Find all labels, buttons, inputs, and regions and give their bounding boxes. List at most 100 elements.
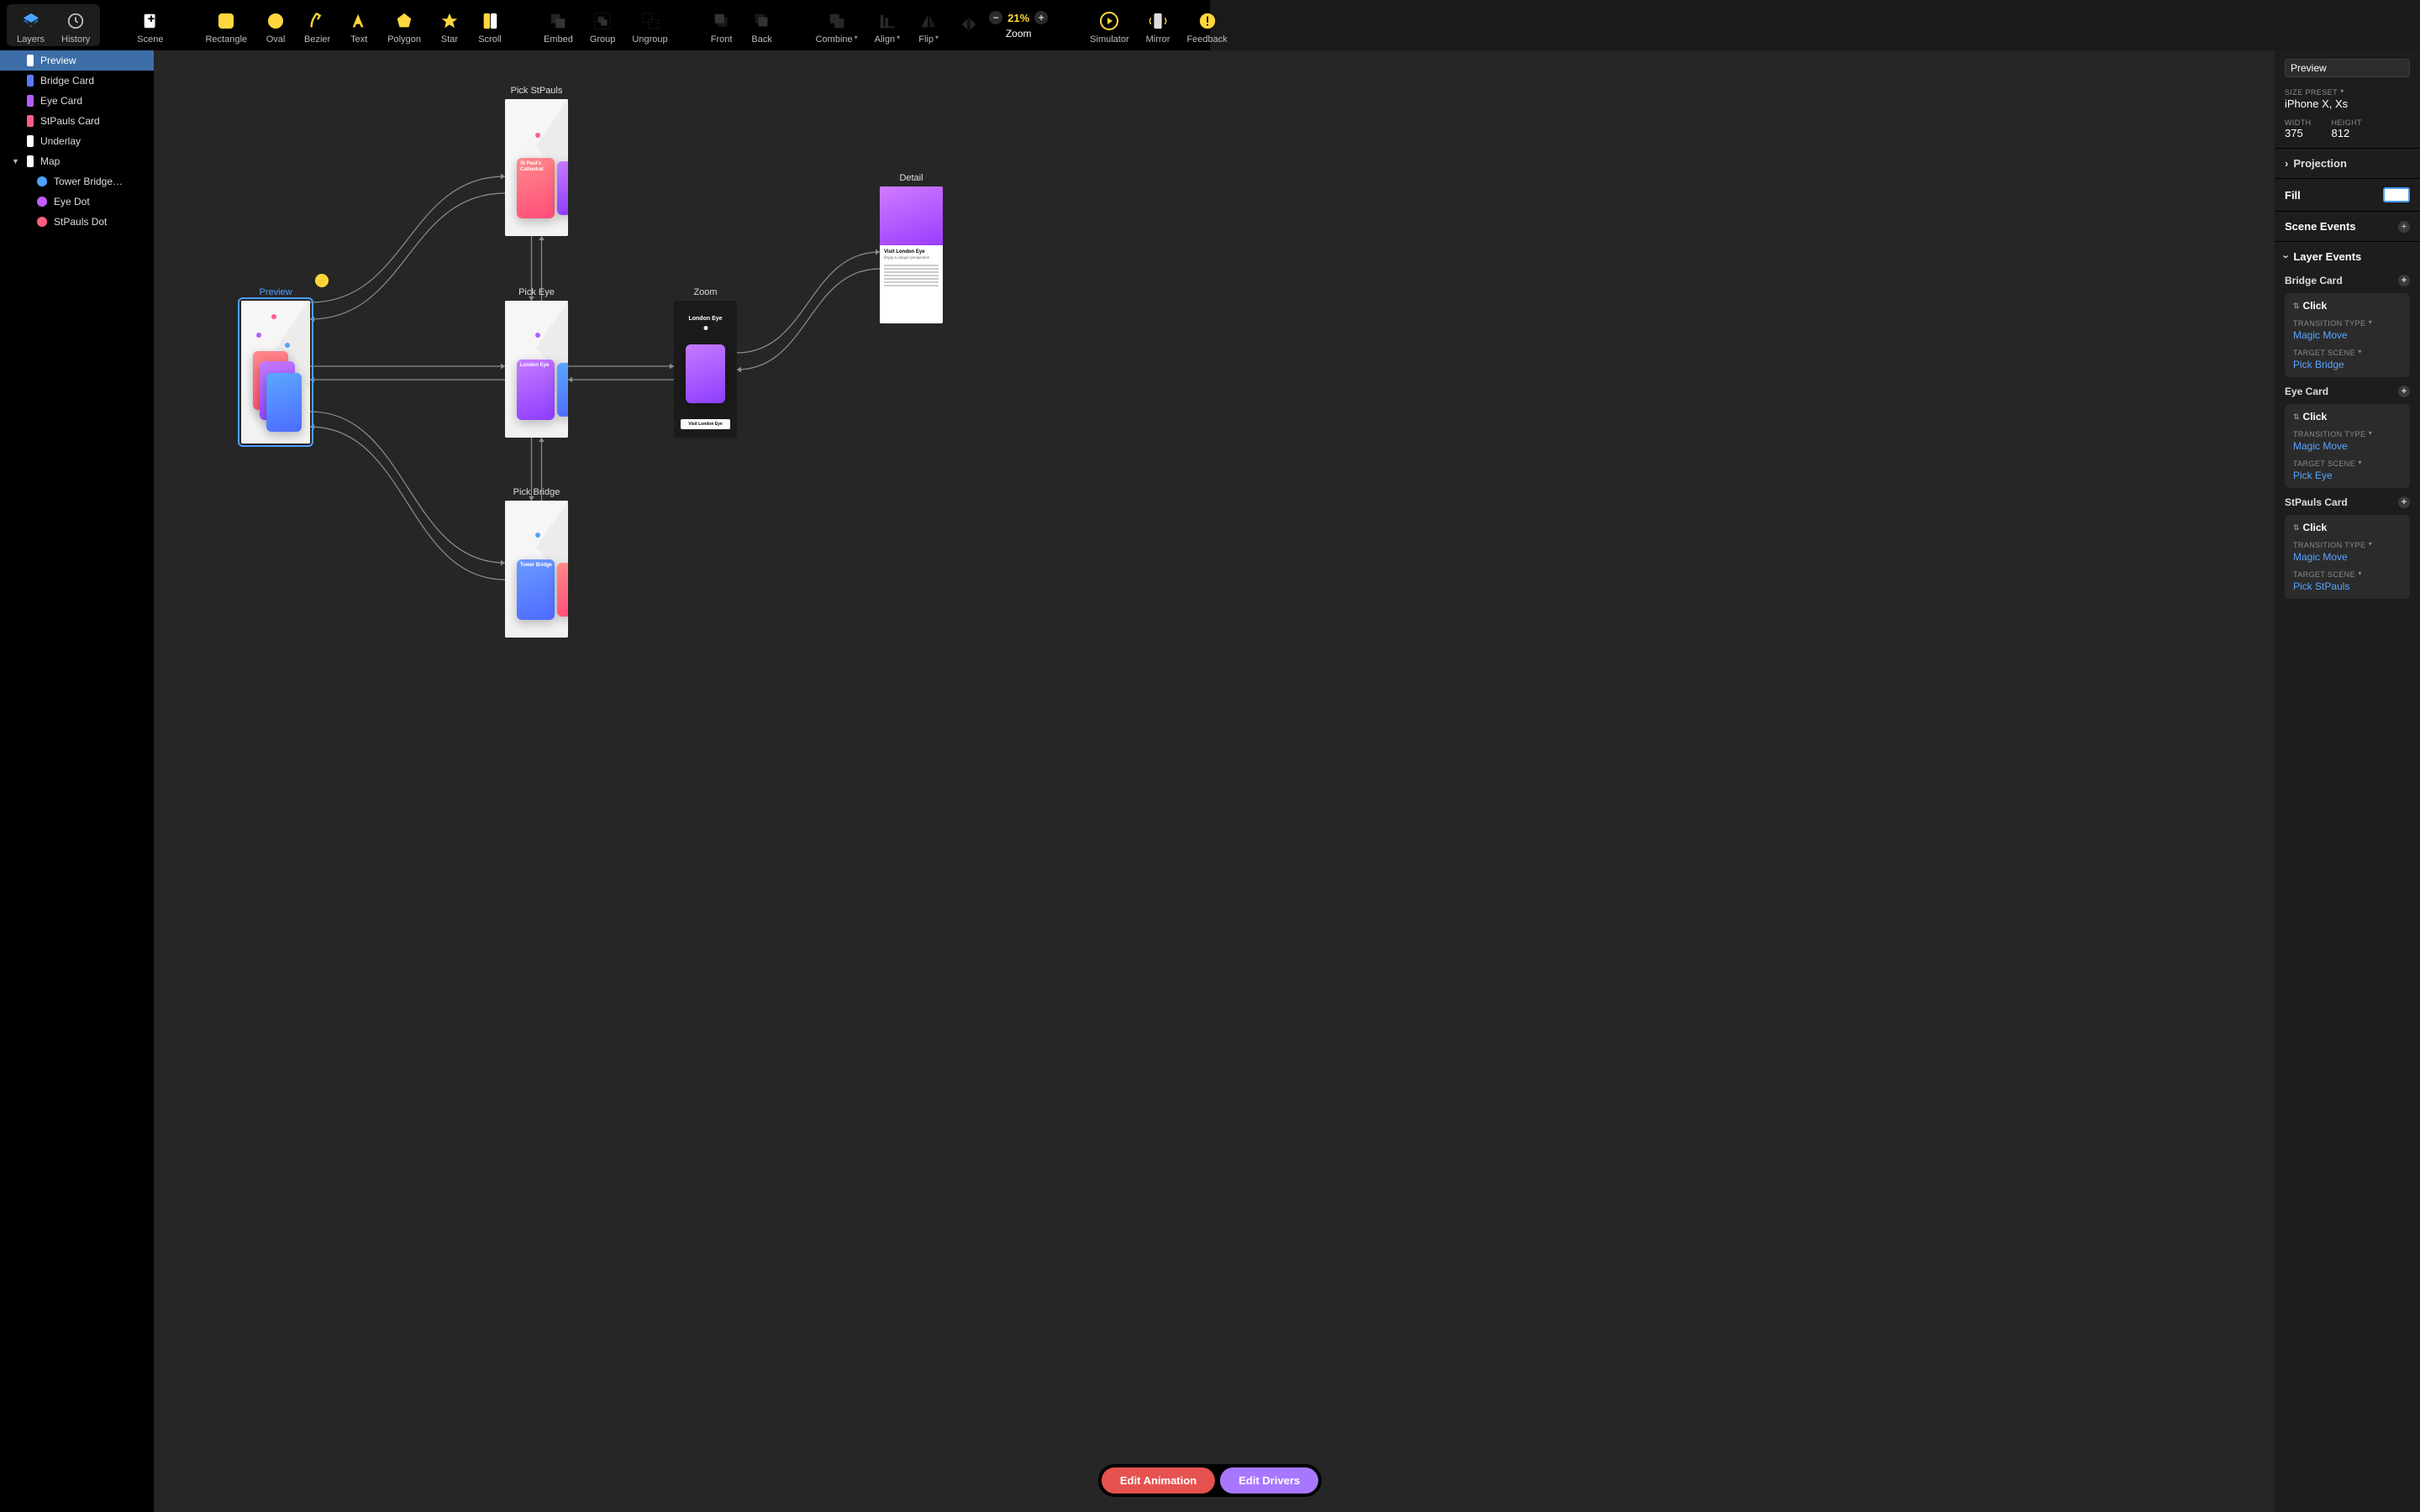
layer-events-header[interactable]: › Layer Events xyxy=(2275,242,2420,266)
feedback-button[interactable]: Feedback xyxy=(1178,6,1235,45)
layer-row-4[interactable]: Underlay xyxy=(0,131,154,151)
layer-row-2[interactable]: Eye Card xyxy=(0,91,154,111)
canvas[interactable]: Preview⚡ Pick StPaulsSt Paul's Cathedral P… xyxy=(154,50,2275,1512)
map-dot xyxy=(271,314,276,319)
mirror-tool-button[interactable] xyxy=(949,6,989,36)
zoom-title: London Eye xyxy=(674,316,737,322)
embed-button[interactable]: Embed xyxy=(535,6,581,45)
layer-label: Eye Card xyxy=(40,95,82,107)
layer-event-block[interactable]: ⇅ Click TRANSITION TYPE ▾ Magic Move TAR… xyxy=(2285,515,2410,599)
transition-type-value[interactable]: Magic Move xyxy=(2293,551,2402,563)
fill-swatch[interactable] xyxy=(2383,187,2410,202)
chevron-down-icon[interactable]: ▾ xyxy=(2358,570,2361,577)
chevron-down-icon[interactable]: ▾ xyxy=(2369,540,2372,548)
height-value[interactable]: 812 xyxy=(2332,127,2362,139)
front-button[interactable]: Front xyxy=(702,6,742,45)
scene-preview[interactable]: Preview⚡ xyxy=(241,287,310,444)
layer-row-1[interactable]: Bridge Card xyxy=(0,71,154,91)
edit-animation-button[interactable]: Edit Animation xyxy=(1102,1467,1215,1494)
chevron-down-icon[interactable]: ▾ xyxy=(2340,87,2344,95)
layers-tab[interactable]: Layers xyxy=(8,6,53,45)
projection-section[interactable]: › Projection xyxy=(2275,149,2420,179)
back-button[interactable]: Back xyxy=(742,6,782,45)
expand-icon[interactable]: ▼ xyxy=(12,157,20,165)
scene-artboard[interactable]: Visit London Eye Enjoy a unique perspect… xyxy=(880,186,943,323)
layer-event-header: StPauls Card+ xyxy=(2285,496,2410,508)
layer-row-6[interactable]: Tower Bridge… xyxy=(0,171,154,192)
combine-button[interactable]: Combine▾ xyxy=(808,6,866,45)
star-tool[interactable]: Star xyxy=(429,6,470,45)
rectangle-tool[interactable]: Rectangle xyxy=(197,6,255,45)
target-scene-value[interactable]: Pick Eye xyxy=(2293,470,2402,481)
scroll-tool[interactable]: Scroll xyxy=(470,6,510,45)
scene-artboard[interactable]: London Eye xyxy=(505,301,568,438)
scene-artboard[interactable]: Tower Bridge xyxy=(505,501,568,638)
scene-name-input[interactable] xyxy=(2285,59,2410,77)
scene-pick_bridge[interactable]: Pick BridgeTower Bridge xyxy=(505,487,568,638)
sort-icon[interactable]: ⇅ xyxy=(2293,523,2300,533)
scene-zoom[interactable]: ZoomLondon EyeVisit London Eye xyxy=(674,287,737,438)
scene-artboard[interactable] xyxy=(241,301,310,444)
width-value[interactable]: 375 xyxy=(2285,127,2312,139)
layer-row-5[interactable]: ▼Map xyxy=(0,151,154,171)
map-dot xyxy=(256,333,261,338)
chevron-down-icon[interactable]: ▾ xyxy=(2369,318,2372,326)
mode-pill: Edit Animation Edit Drivers xyxy=(1098,1464,1322,1497)
size-preset-value[interactable]: iPhone X, Xs xyxy=(2285,97,2410,110)
transition-type-value[interactable]: Magic Move xyxy=(2293,329,2402,341)
scene-artboard[interactable]: St Paul's Cathedral xyxy=(505,99,568,236)
zoom-in-button[interactable]: + xyxy=(1034,11,1048,24)
oval-label: Oval xyxy=(266,34,286,45)
star-label: Star xyxy=(441,34,458,45)
bolt-icon[interactable]: ⚡ xyxy=(315,274,329,287)
sort-icon[interactable]: ⇅ xyxy=(2293,302,2300,311)
text-tool[interactable]: Text xyxy=(339,6,379,45)
polygon-tool[interactable]: Polygon xyxy=(379,6,429,45)
layer-label: Bridge Card xyxy=(40,75,94,87)
bezier-icon xyxy=(306,9,329,33)
simulator-button[interactable]: Simulator xyxy=(1081,6,1137,45)
edit-drivers-button[interactable]: Edit Drivers xyxy=(1220,1467,1318,1494)
add-event-button[interactable]: + xyxy=(2398,275,2410,286)
layer-event-block[interactable]: ⇅ Click TRANSITION TYPE ▾ Magic Move TAR… xyxy=(2285,293,2410,377)
align-button[interactable]: Align▾ xyxy=(866,6,908,45)
card xyxy=(557,161,568,215)
transition-type-label: TRANSITION TYPE xyxy=(2293,319,2365,328)
scene-events-label: Scene Events xyxy=(2285,220,2356,233)
add-scene-icon xyxy=(139,9,162,33)
scene-detail[interactable]: DetailVisit London Eye Enjoy a unique pe… xyxy=(880,173,943,323)
target-scene-value[interactable]: Pick Bridge xyxy=(2293,359,2402,370)
chevron-down-icon[interactable]: ▾ xyxy=(2358,459,2361,466)
simulator-label: Simulator xyxy=(1090,34,1128,45)
scene-artboard[interactable]: London EyeVisit London Eye xyxy=(674,301,737,438)
sort-icon[interactable]: ⇅ xyxy=(2293,412,2300,422)
zoom-out-button[interactable]: − xyxy=(989,11,1002,24)
layer-row-8[interactable]: StPauls Dot xyxy=(0,212,154,232)
group-button[interactable]: Group xyxy=(581,6,624,45)
flip-button[interactable]: Flip▾ xyxy=(908,6,949,45)
layer-event-block[interactable]: ⇅ Click TRANSITION TYPE ▾ Magic Move TAR… xyxy=(2285,404,2410,488)
add-event-button[interactable]: + xyxy=(2398,496,2410,508)
scene-pick_stpauls[interactable]: Pick StPaulsSt Paul's Cathedral xyxy=(505,86,568,236)
bezier-tool[interactable]: Bezier xyxy=(296,6,339,45)
ungroup-button[interactable]: Ungroup xyxy=(623,6,676,45)
align-label: Align xyxy=(875,34,895,45)
mirror-button[interactable]: Mirror xyxy=(1138,6,1179,45)
layer-row-0[interactable]: Preview xyxy=(0,50,154,71)
scene-button[interactable]: Scene xyxy=(129,6,171,45)
scene-events-section[interactable]: Scene Events + xyxy=(2275,212,2420,242)
transition-type-label: TRANSITION TYPE xyxy=(2293,541,2365,549)
layer-row-3[interactable]: StPauls Card xyxy=(0,111,154,131)
scene-pick_eye[interactable]: Pick EyeLondon Eye xyxy=(505,287,568,438)
target-scene-value[interactable]: Pick StPauls xyxy=(2293,580,2402,592)
chevron-down-icon: ▾ xyxy=(897,34,900,41)
history-tab[interactable]: History xyxy=(53,6,98,45)
chevron-down-icon[interactable]: ▾ xyxy=(2358,348,2361,355)
layer-events-list: Bridge Card+ ⇅ Click TRANSITION TYPE ▾ M… xyxy=(2275,275,2420,599)
layer-row-7[interactable]: Eye Dot xyxy=(0,192,154,212)
add-event-button[interactable]: + xyxy=(2398,386,2410,397)
chevron-down-icon[interactable]: ▾ xyxy=(2369,429,2372,437)
transition-type-value[interactable]: Magic Move xyxy=(2293,440,2402,452)
add-scene-event-button[interactable]: + xyxy=(2398,221,2410,233)
oval-tool[interactable]: Oval xyxy=(255,6,296,45)
